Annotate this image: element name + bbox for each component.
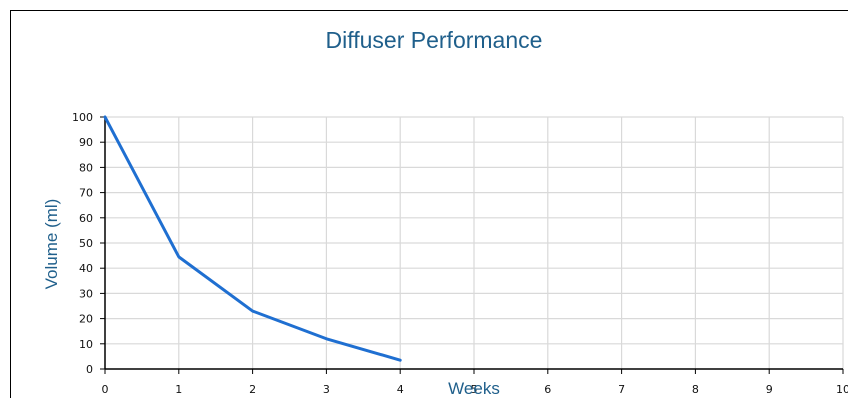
gridlines: [105, 116, 844, 369]
x-axis-title: Weeks: [448, 379, 500, 398]
x-tick-label: 6: [544, 383, 551, 396]
y-tick-label: 0: [86, 363, 93, 376]
y-tick-label: 10: [79, 338, 93, 351]
data-series: [103, 115, 402, 362]
x-tick-label: 8: [692, 383, 699, 396]
y-tick-labels: 0 10 20 30 40 50 60 70 80 90 100: [72, 111, 93, 376]
chart-title: Diffuser Performance: [326, 27, 543, 53]
y-tick-label: 80: [79, 161, 93, 174]
y-tick-label: 70: [79, 187, 93, 200]
x-tick-label: 7: [618, 383, 625, 396]
y-tick-label: 50: [79, 237, 93, 250]
x-tick-label: 3: [323, 383, 330, 396]
y-tick-label: 90: [79, 136, 93, 149]
x-tick-label: 4: [397, 383, 404, 396]
y-tick-label: 30: [79, 287, 93, 300]
x-tick-label: 0: [102, 383, 109, 396]
x-tick-label: 1: [175, 383, 182, 396]
x-tick-label: 5: [471, 383, 478, 396]
x-tick-label: 10: [836, 383, 848, 396]
x-tick-label: 2: [249, 383, 256, 396]
y-tick-label: 20: [79, 313, 93, 326]
y-axis-title: Volume (ml): [42, 199, 61, 290]
y-tick-label: 100: [72, 111, 93, 124]
axes: [100, 116, 844, 374]
x-tick-label: 9: [766, 383, 773, 396]
y-tick-label: 40: [79, 262, 93, 275]
series-line: [103, 115, 402, 362]
x-tick-labels: 0 1 2 3 4 5 6 7 8 9 10: [102, 383, 848, 396]
y-tick-label: 60: [79, 212, 93, 225]
